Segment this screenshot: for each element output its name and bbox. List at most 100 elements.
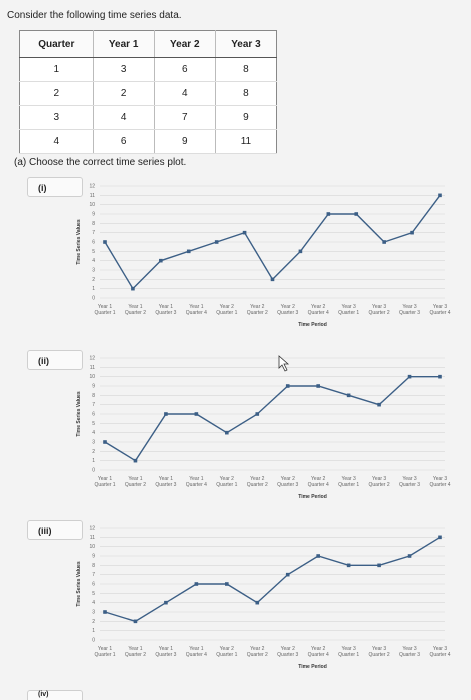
- table-row: 3 4 7 9: [19, 105, 277, 130]
- y-tick-label: 0: [92, 296, 95, 302]
- data-point: [164, 600, 168, 605]
- table-cell: 9: [215, 105, 277, 130]
- x-tick-label: Year 2: [220, 646, 234, 652]
- question-a: (a) Choose the correct time series plot.: [14, 157, 187, 168]
- x-tick-label: Year 2: [281, 646, 295, 652]
- y-tick-label: 3: [92, 440, 95, 446]
- x-tick-label: Quarter 4: [186, 310, 207, 316]
- table-cell: 2: [93, 81, 155, 106]
- header-year-1: Year 1: [93, 30, 155, 58]
- x-tick-label: Quarter 3: [155, 482, 176, 488]
- x-tick-label: Year 1: [128, 476, 142, 482]
- x-tick-label: Quarter 3: [155, 652, 176, 658]
- data-point: [214, 240, 219, 244]
- x-axis-label: Time Period: [298, 664, 327, 670]
- option-label: (iii): [38, 526, 52, 536]
- y-tick-label: 6: [92, 582, 95, 588]
- x-tick-label: Quarter 4: [429, 310, 450, 316]
- data-point: [285, 572, 290, 577]
- table-cell: 9: [154, 129, 216, 154]
- data-point: [225, 582, 229, 586]
- data-point: [225, 430, 229, 435]
- series-line: [104, 375, 440, 462]
- y-tick-label: 5: [92, 249, 95, 255]
- x-tick-label: Quarter 2: [369, 482, 390, 488]
- x-tick-label: Quarter 2: [247, 310, 268, 316]
- x-tick-label: Year 3: [402, 304, 416, 310]
- data-point: [159, 258, 163, 263]
- y-tick-label: 4: [92, 258, 95, 264]
- x-tick-label: Year 1: [189, 646, 203, 652]
- mouse-cursor-icon: [278, 355, 290, 372]
- y-tick-label: 1: [92, 458, 95, 464]
- data-point: [164, 412, 168, 416]
- x-tick-label: Year 1: [128, 646, 142, 652]
- y-tick-label: 5: [92, 421, 95, 427]
- x-tick-label: Year 3: [372, 646, 386, 652]
- option-i-radio[interactable]: (i): [27, 177, 83, 197]
- data-point: [298, 249, 303, 254]
- x-tick-label: Year 2: [281, 304, 295, 310]
- y-tick-label: 8: [92, 563, 95, 569]
- x-tick-label: Year 1: [189, 476, 203, 482]
- table-cell: 8: [215, 81, 277, 106]
- option-label: (i): [38, 183, 47, 193]
- data-point: [316, 384, 320, 388]
- x-tick-label: Quarter 3: [277, 482, 298, 488]
- y-tick-label: 11: [90, 193, 95, 199]
- data-point: [194, 582, 199, 586]
- data-point: [255, 412, 260, 416]
- y-tick-label: 5: [92, 591, 95, 597]
- y-tick-label: 9: [92, 212, 95, 218]
- y-tick-label: 12: [89, 184, 95, 190]
- x-tick-label: Year 1: [98, 646, 112, 652]
- table-row: 1 3 6 8: [19, 57, 277, 82]
- data-point: [346, 563, 351, 568]
- x-tick-label: Quarter 1: [216, 310, 237, 316]
- x-tick-label: Quarter 3: [277, 310, 298, 316]
- table-cell: 11: [215, 129, 277, 154]
- chart-i: 0 1 2 3 4 5 6 7 8 9 10 11 12 Time Series Values Year 1…: [70, 180, 460, 345]
- table-cell: 6: [154, 57, 216, 82]
- data-point: [285, 384, 290, 388]
- x-tick-label: Quarter 3: [399, 482, 420, 488]
- data-point: [255, 600, 260, 605]
- x-tick-label: Year 3: [433, 304, 447, 310]
- x-tick-label: Quarter 3: [277, 652, 298, 658]
- data-point: [407, 554, 412, 558]
- y-tick-label: 9: [92, 384, 95, 390]
- y-tick-label: 8: [92, 393, 95, 399]
- x-tick-label: Quarter 1: [216, 482, 237, 488]
- data-point: [103, 440, 107, 444]
- data-point: [438, 374, 442, 379]
- x-tick-label: Quarter 2: [125, 652, 146, 658]
- x-tick-label: Quarter 1: [94, 482, 115, 488]
- data-point: [186, 249, 191, 254]
- y-tick-label: 9: [92, 554, 95, 560]
- data-point: [346, 393, 351, 398]
- time-series-table: Quarter Year 1 Year 2 Year 3 1 3 6 8 2 2…: [19, 30, 277, 154]
- x-tick-label: Quarter 4: [308, 310, 329, 316]
- x-tick-label: Year 2: [281, 476, 295, 482]
- x-tick-label: Quarter 3: [399, 652, 420, 658]
- x-tick-label: Quarter 1: [94, 652, 115, 658]
- option-ii-radio[interactable]: (ii): [27, 350, 83, 370]
- y-tick-label: 1: [92, 286, 95, 292]
- option-iv-radio[interactable]: (iv): [27, 690, 83, 700]
- chart-ii: 0 1 2 3 4 5 6 7 8 9 10 11 12 Time Series Values Year 1…: [70, 352, 460, 517]
- y-tick-label: 8: [92, 221, 95, 227]
- option-iii-radio[interactable]: (iii): [27, 520, 83, 540]
- table-cell: 3: [93, 57, 155, 82]
- x-tick-label: Year 1: [159, 646, 173, 652]
- x-tick-label: Year 3: [402, 476, 416, 482]
- y-tick-label: 11: [90, 535, 95, 541]
- y-tick-label: 0: [92, 468, 95, 474]
- y-axis-label: Time Series Values: [76, 391, 82, 436]
- x-tick-label: Year 2: [220, 304, 234, 310]
- x-tick-label: Year 2: [311, 476, 325, 482]
- table-cell: 1: [19, 57, 94, 82]
- x-tick-label: Quarter 4: [186, 482, 207, 488]
- x-tick-label: Year 1: [159, 476, 173, 482]
- x-tick-label: Quarter 2: [369, 652, 390, 658]
- x-tick-label: Year 1: [98, 476, 112, 482]
